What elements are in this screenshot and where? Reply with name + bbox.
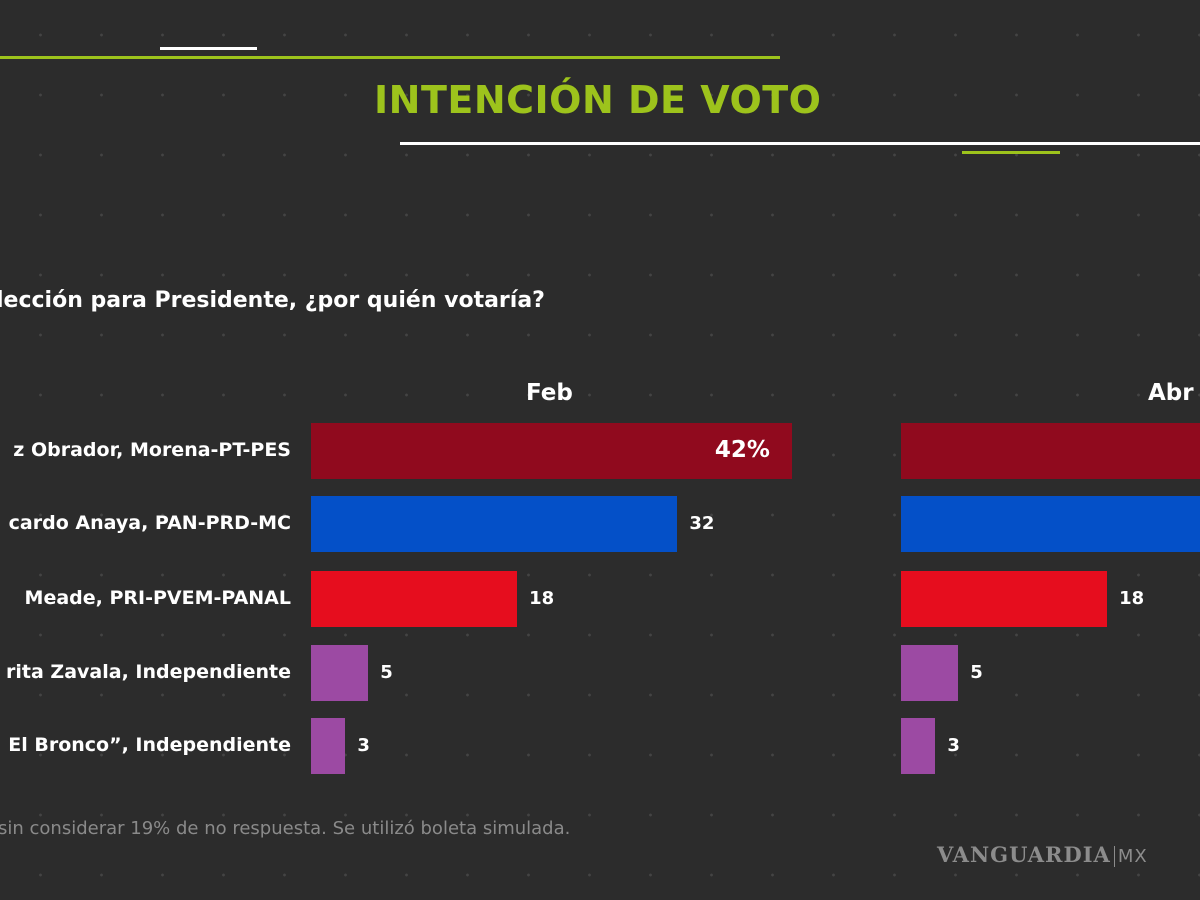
- bar-abr-3: [901, 645, 959, 701]
- bar-feb-4: [311, 718, 346, 774]
- category-label: rita Zavala, Independiente: [6, 661, 291, 683]
- data-label: 32: [689, 513, 715, 534]
- logo-suffix: MX: [1113, 846, 1148, 867]
- category-label: cardo Anaya, PAN-PRD-MC: [8, 512, 291, 534]
- data-label: 42%: [714, 437, 770, 463]
- logo-name: VANGUARDIA: [937, 842, 1111, 867]
- page-title: INTENCIÓN DE VOTO: [374, 78, 822, 122]
- decor-line: [962, 151, 1060, 154]
- bar-abr-0: [901, 423, 1200, 479]
- period-label-feb: Feb: [526, 380, 573, 406]
- category-label: z Obrador, Morena-PT-PES: [13, 439, 291, 461]
- period-label-abr: Abr: [1148, 380, 1194, 406]
- category-label: Meade, PRI-PVEM-PANAL: [24, 587, 291, 609]
- bar-abr-2: [901, 571, 1108, 627]
- data-label: 5: [970, 662, 983, 683]
- decor-line: [0, 56, 780, 59]
- decor-line: [400, 142, 1200, 145]
- data-label: 3: [357, 735, 370, 756]
- bar-feb-3: [311, 645, 369, 701]
- footnote: sin considerar 19% de no respuesta. Se u…: [0, 818, 571, 839]
- category-label: El Bronco”, Independiente: [8, 734, 291, 756]
- data-label: 18: [1119, 588, 1145, 609]
- question: lección para Presidente, ¿por quién vota…: [0, 288, 545, 313]
- data-label: 3: [947, 735, 960, 756]
- bar-feb-1: [311, 496, 678, 552]
- bar-feb-2: [311, 571, 518, 627]
- vanguardia-logo: VANGUARDIA MX: [937, 842, 1148, 867]
- data-label: 18: [529, 588, 555, 609]
- bar-abr-1: [901, 496, 1200, 552]
- bar-abr-4: [901, 718, 936, 774]
- data-label: 5: [380, 662, 393, 683]
- bar-feb-0: [311, 423, 792, 479]
- decor-line: [160, 47, 257, 50]
